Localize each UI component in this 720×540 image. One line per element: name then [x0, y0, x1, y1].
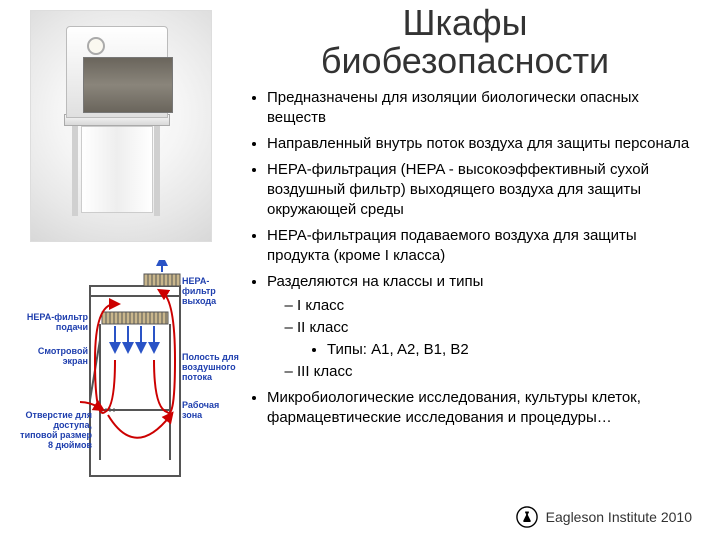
- footer-text: Eagleson Institute 2010: [546, 509, 692, 525]
- bullet-4: HEPA-фильтрация подаваемого воздуха для …: [267, 226, 700, 266]
- bullet-5b1: Типы: A1, A2, B1, B2: [327, 340, 700, 360]
- bullet-6: Микробиологические исследования, культур…: [267, 388, 700, 428]
- bullet-2: Направленный внутрь поток воздуха для за…: [267, 134, 700, 154]
- bullet-5a: I класс: [297, 296, 700, 316]
- label-hepa-supply: HEPA-фильтр подачи: [26, 312, 88, 332]
- slide-title: Шкафы биобезопасности: [230, 4, 700, 80]
- cabinet-photo: [30, 10, 212, 242]
- bullet-5c: III класс: [297, 362, 700, 382]
- label-air-plenum: Полость для воздушного потока: [182, 352, 240, 382]
- label-work-zone: Рабочая зона: [182, 400, 240, 420]
- label-view-screen: Смотровой экран: [26, 346, 88, 366]
- bullet-5b: II класс Типы: A1, A2, B1, B2: [297, 318, 700, 360]
- title-line-1: Шкафы: [402, 2, 527, 43]
- label-hepa-exhaust: HEPA-фильтр выхода: [182, 276, 240, 306]
- label-access-opening: Отверстие для доступа, типовой размер 8 …: [20, 410, 92, 450]
- cabinet-diagram: HEPA-фильтр выхода HEPA-фильтр подачи См…: [20, 260, 240, 500]
- bullet-5: Разделяются на классы и типы I класс II …: [267, 272, 700, 382]
- bullet-3: HEPA-фильтрация (HEPA - высокоэффективны…: [267, 160, 700, 220]
- bullet-1: Предназначены для изоляции биологически …: [267, 88, 700, 128]
- footer-logo-icon: [516, 506, 538, 528]
- bullet-5-text: Разделяются на классы и типы: [267, 273, 483, 290]
- body-text: Предназначены для изоляции биологически …: [245, 88, 700, 434]
- bullet-5b-text: II класс: [297, 319, 348, 336]
- title-line-2: биобезопасности: [321, 40, 609, 81]
- slide: Шкафы биобезопасности Предназначены для …: [0, 0, 720, 540]
- footer: Eagleson Institute 2010: [516, 506, 692, 528]
